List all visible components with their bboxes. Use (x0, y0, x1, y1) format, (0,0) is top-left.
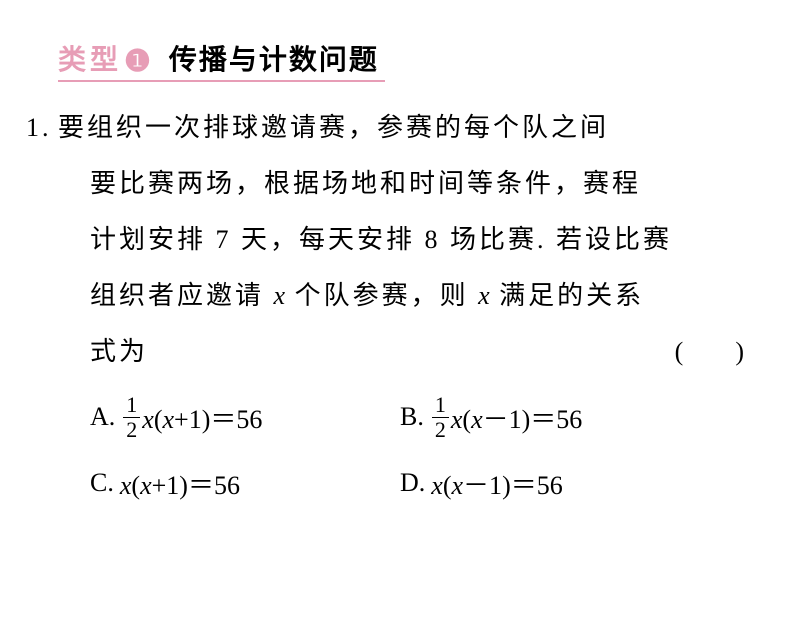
option-label-A: A. (90, 402, 115, 432)
math-expr: x(x+1)＝56 (120, 465, 240, 502)
question-text-4b: 个队参赛，则 (285, 281, 478, 310)
option-label-D: D. (400, 468, 425, 498)
type-label: 类型 (58, 38, 122, 78)
question-line-4: 组织者应邀请 x 个队参赛，则 x 满足的关系 (58, 268, 744, 324)
question-line-3: 计划安排 7 天，每天安排 8 场比赛. 若设比赛 (58, 212, 744, 268)
variable-x: x (274, 281, 286, 310)
option-label-C: C. (90, 468, 114, 498)
fraction-icon: 1 2 (432, 393, 449, 440)
variable-x: x (478, 281, 490, 310)
question-text-4c: 满足的关系 (490, 281, 645, 310)
question-line-5: 式为 ( ) (58, 324, 744, 380)
math-expr: x(x－1)＝56 (431, 465, 562, 502)
question-line-2: 要比赛两场，根据场地和时间等条件，赛程 (58, 156, 744, 212)
fraction-icon: 1 2 (123, 393, 140, 440)
math-expr: x(x+1)＝56 (142, 399, 262, 436)
option-label-B: B. (400, 402, 424, 432)
frac-num: 1 (123, 393, 140, 417)
type-title: 传播与计数问题 (169, 38, 379, 78)
option-A: A. 1 2 x(x+1)＝56 (90, 393, 400, 440)
question-line-1: 1.要组织一次排球邀请赛，参赛的每个队之间 (58, 100, 744, 156)
type-header: 类型 ❶ 传播与计数问题 (58, 38, 385, 82)
frac-num: 1 (432, 393, 449, 417)
type-number-badge: ❶ (124, 44, 151, 79)
option-D: D. x(x－1)＝56 (400, 465, 563, 502)
options-block: A. 1 2 x(x+1)＝56 B. 1 2 x(x－1)＝56 C. x(x… (58, 393, 744, 501)
question-text-1: 要组织一次排球邀请赛，参赛的每个队之间 (58, 113, 609, 142)
question-text-5: 式为 (90, 324, 148, 380)
answer-paren: ( ) (675, 324, 744, 380)
option-C: C. x(x+1)＝56 (90, 465, 400, 502)
option-row-2: C. x(x+1)＝56 D. x(x－1)＝56 (90, 465, 744, 502)
question-text-4a: 组织者应邀请 (90, 281, 274, 310)
math-expr: x(x－1)＝56 (451, 399, 582, 436)
frac-den: 2 (123, 418, 140, 441)
option-row-1: A. 1 2 x(x+1)＝56 B. 1 2 x(x－1)＝56 (90, 393, 744, 440)
option-B: B. 1 2 x(x－1)＝56 (400, 393, 582, 440)
question-block: 1.要组织一次排球邀请赛，参赛的每个队之间 要比赛两场，根据场地和时间等条件，赛… (58, 100, 744, 379)
frac-den: 2 (432, 418, 449, 441)
